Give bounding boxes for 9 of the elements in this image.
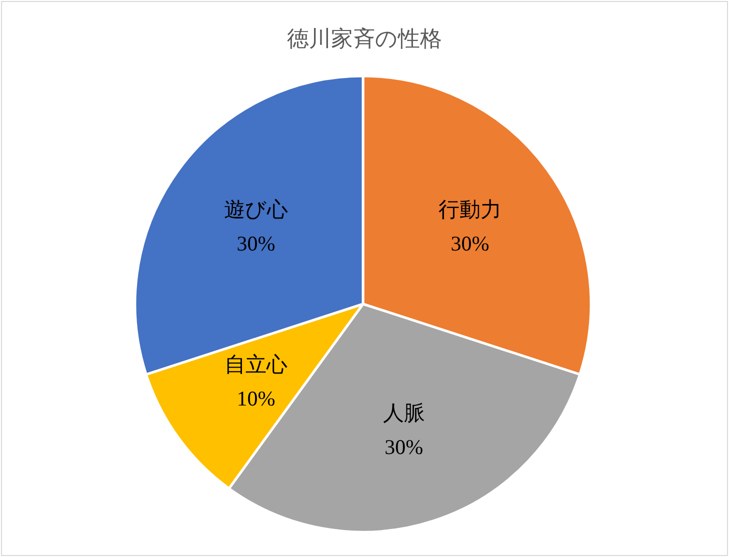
- chart-title: 徳川家斉の性格: [287, 26, 442, 51]
- slice-label: 行動力: [438, 197, 502, 222]
- data-label: 10%: [236, 386, 276, 411]
- data-label: 30%: [450, 231, 490, 256]
- slice-label: 人脈: [382, 400, 425, 425]
- data-label: 30%: [384, 434, 424, 459]
- data-label: 30%: [236, 231, 276, 256]
- slice-label: 遊び心: [224, 197, 288, 222]
- slice-label: 自立心: [224, 352, 288, 377]
